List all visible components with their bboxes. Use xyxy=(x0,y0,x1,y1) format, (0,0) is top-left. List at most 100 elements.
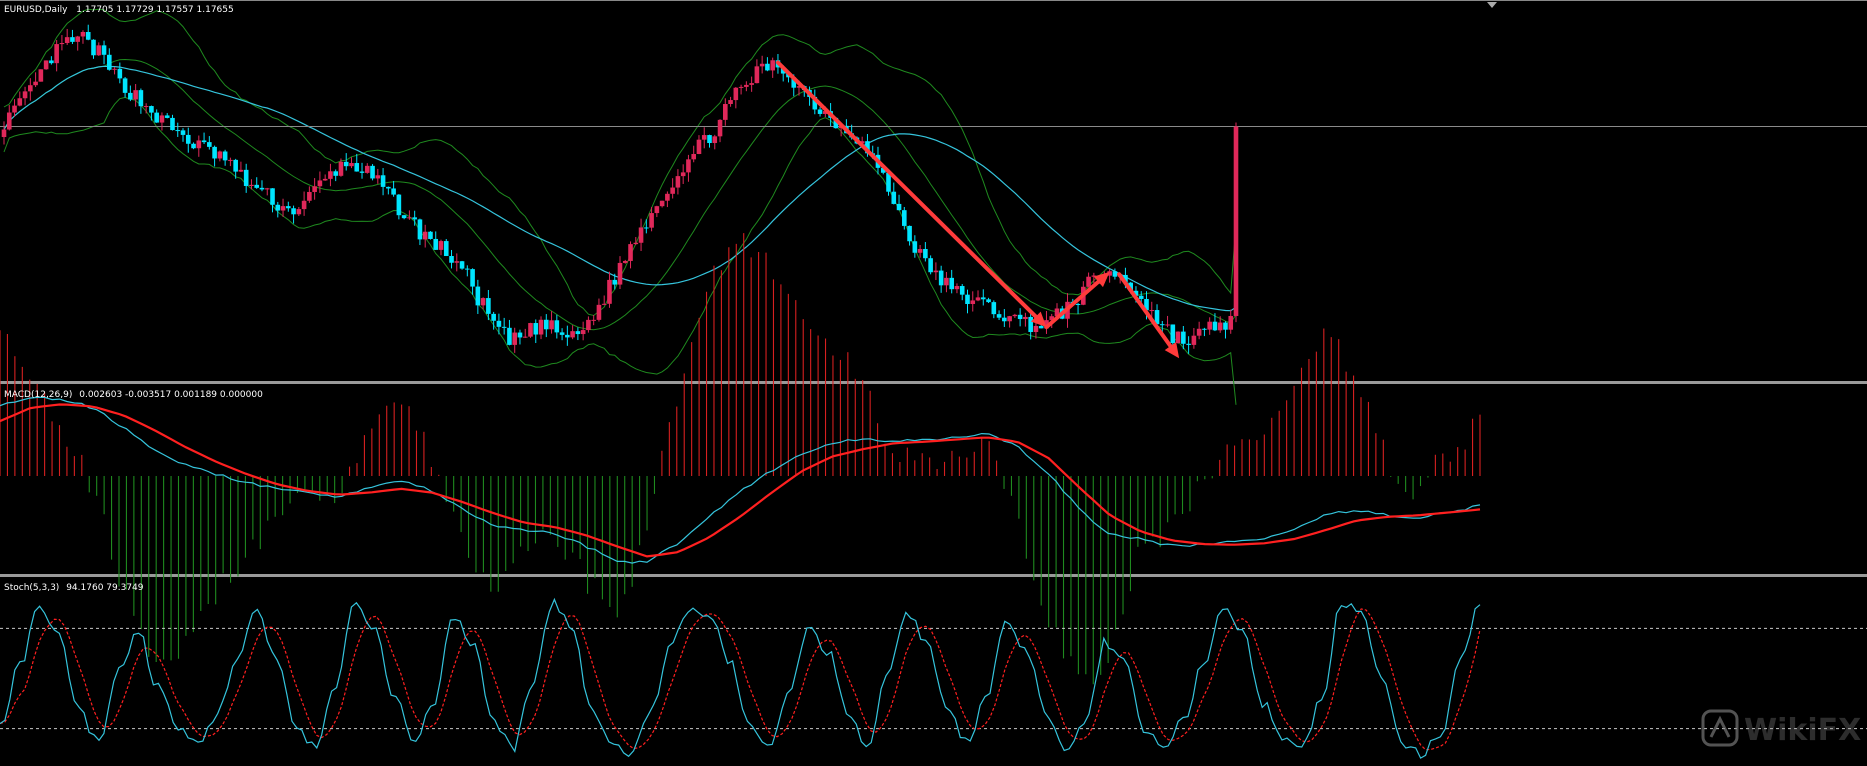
candle-body xyxy=(1023,316,1028,320)
candle xyxy=(338,158,344,177)
candle xyxy=(680,164,686,184)
candle xyxy=(1207,317,1212,335)
candle-body xyxy=(744,84,749,87)
candle xyxy=(1217,316,1223,333)
trend-arrow xyxy=(1044,271,1110,330)
candle xyxy=(133,83,138,107)
candle-body xyxy=(1191,335,1197,345)
candle xyxy=(749,76,754,92)
candle-body xyxy=(665,193,670,201)
candle-body xyxy=(507,327,512,345)
macd-panel[interactable]: MACD(12,26,9) 0.002603 -0.003517 0.00118… xyxy=(0,233,1481,685)
candle xyxy=(375,168,381,184)
candle xyxy=(75,35,81,51)
candle xyxy=(1075,302,1081,314)
candle xyxy=(707,134,712,148)
candle-body xyxy=(386,186,391,189)
panel-separator-main-macd[interactable] xyxy=(0,381,1867,384)
trend-arrow xyxy=(1117,272,1180,359)
candle xyxy=(644,219,649,234)
candle-body xyxy=(396,194,402,216)
candle-body xyxy=(1154,310,1160,325)
candle xyxy=(759,55,765,74)
candle-body xyxy=(1175,331,1181,344)
candle-body xyxy=(991,302,997,315)
candle-body xyxy=(1017,314,1023,320)
candle-body xyxy=(738,86,744,88)
panel-separator-macd-stoch[interactable] xyxy=(0,574,1867,577)
candle-body xyxy=(149,106,154,113)
candle xyxy=(70,29,75,45)
stoch-d-line xyxy=(0,608,1481,751)
candle-body xyxy=(106,54,112,70)
ohlc-values: 1.17705 1.17729 1.17557 1.17655 xyxy=(76,5,233,15)
candle-body xyxy=(259,187,265,190)
candle-body xyxy=(85,31,91,40)
candle xyxy=(638,218,644,252)
candle-body xyxy=(59,43,65,45)
symbol-timeframe: EURUSD,Daily xyxy=(4,5,68,15)
candle-body xyxy=(891,191,897,204)
candlestick-series xyxy=(1,24,1239,354)
candle xyxy=(891,182,897,205)
candle xyxy=(28,78,33,101)
candle xyxy=(301,191,307,216)
candle xyxy=(307,186,312,203)
candle-body xyxy=(696,139,702,154)
candle xyxy=(343,153,349,171)
candle-body xyxy=(491,313,496,321)
candle-body xyxy=(749,83,754,85)
candle xyxy=(812,89,818,115)
candle-body xyxy=(796,86,802,88)
candle-body xyxy=(1228,315,1234,330)
candle xyxy=(896,194,902,211)
chart-shift-marker[interactable] xyxy=(1487,2,1497,8)
candle-body xyxy=(1086,276,1091,287)
candle xyxy=(744,81,749,92)
candle xyxy=(407,210,412,220)
watermark-text: WikiFX xyxy=(1744,713,1861,748)
candle-body xyxy=(649,213,654,228)
candle-body xyxy=(954,286,960,290)
candle-body xyxy=(996,314,1002,318)
candle-body xyxy=(1207,321,1212,330)
candle-body xyxy=(233,159,238,172)
candle xyxy=(1012,313,1018,318)
candle xyxy=(991,300,997,319)
candle-body xyxy=(722,104,728,120)
candle-body xyxy=(249,184,254,186)
candle-body xyxy=(80,31,86,37)
candle xyxy=(154,109,159,123)
candle xyxy=(170,114,175,131)
candle-body xyxy=(1212,321,1218,331)
candle xyxy=(275,201,281,218)
candle xyxy=(354,153,360,172)
candle-body xyxy=(1,129,7,138)
candle-body xyxy=(296,209,302,215)
candle-body xyxy=(328,171,333,179)
candle-body xyxy=(433,238,439,250)
candle-body xyxy=(670,187,675,194)
trend-arrow-shaft xyxy=(1044,279,1101,330)
candle-body xyxy=(1144,298,1149,311)
candle xyxy=(312,178,317,200)
candle-body xyxy=(628,244,633,261)
candle-body xyxy=(254,184,260,188)
candle-body xyxy=(322,178,328,181)
candle xyxy=(738,84,744,95)
stochastic-panel[interactable]: Stoch(5,3,3) 94.1760 79.3749 xyxy=(0,583,1867,759)
candle xyxy=(349,157,354,169)
wikifx-watermark: WikiFX xyxy=(1701,709,1861,748)
candle xyxy=(765,57,770,72)
candle-body xyxy=(275,204,281,211)
candle-body xyxy=(307,191,312,201)
price-panel[interactable]: EURUSD,Daily 1.17705 1.17729 1.17557 1.1… xyxy=(0,5,1867,405)
candle-body xyxy=(980,297,986,300)
candle xyxy=(512,327,518,353)
candle xyxy=(201,132,207,144)
candle xyxy=(449,249,454,269)
candle xyxy=(491,311,496,330)
candle xyxy=(949,269,954,294)
candle xyxy=(522,328,528,338)
candle xyxy=(1154,304,1160,326)
